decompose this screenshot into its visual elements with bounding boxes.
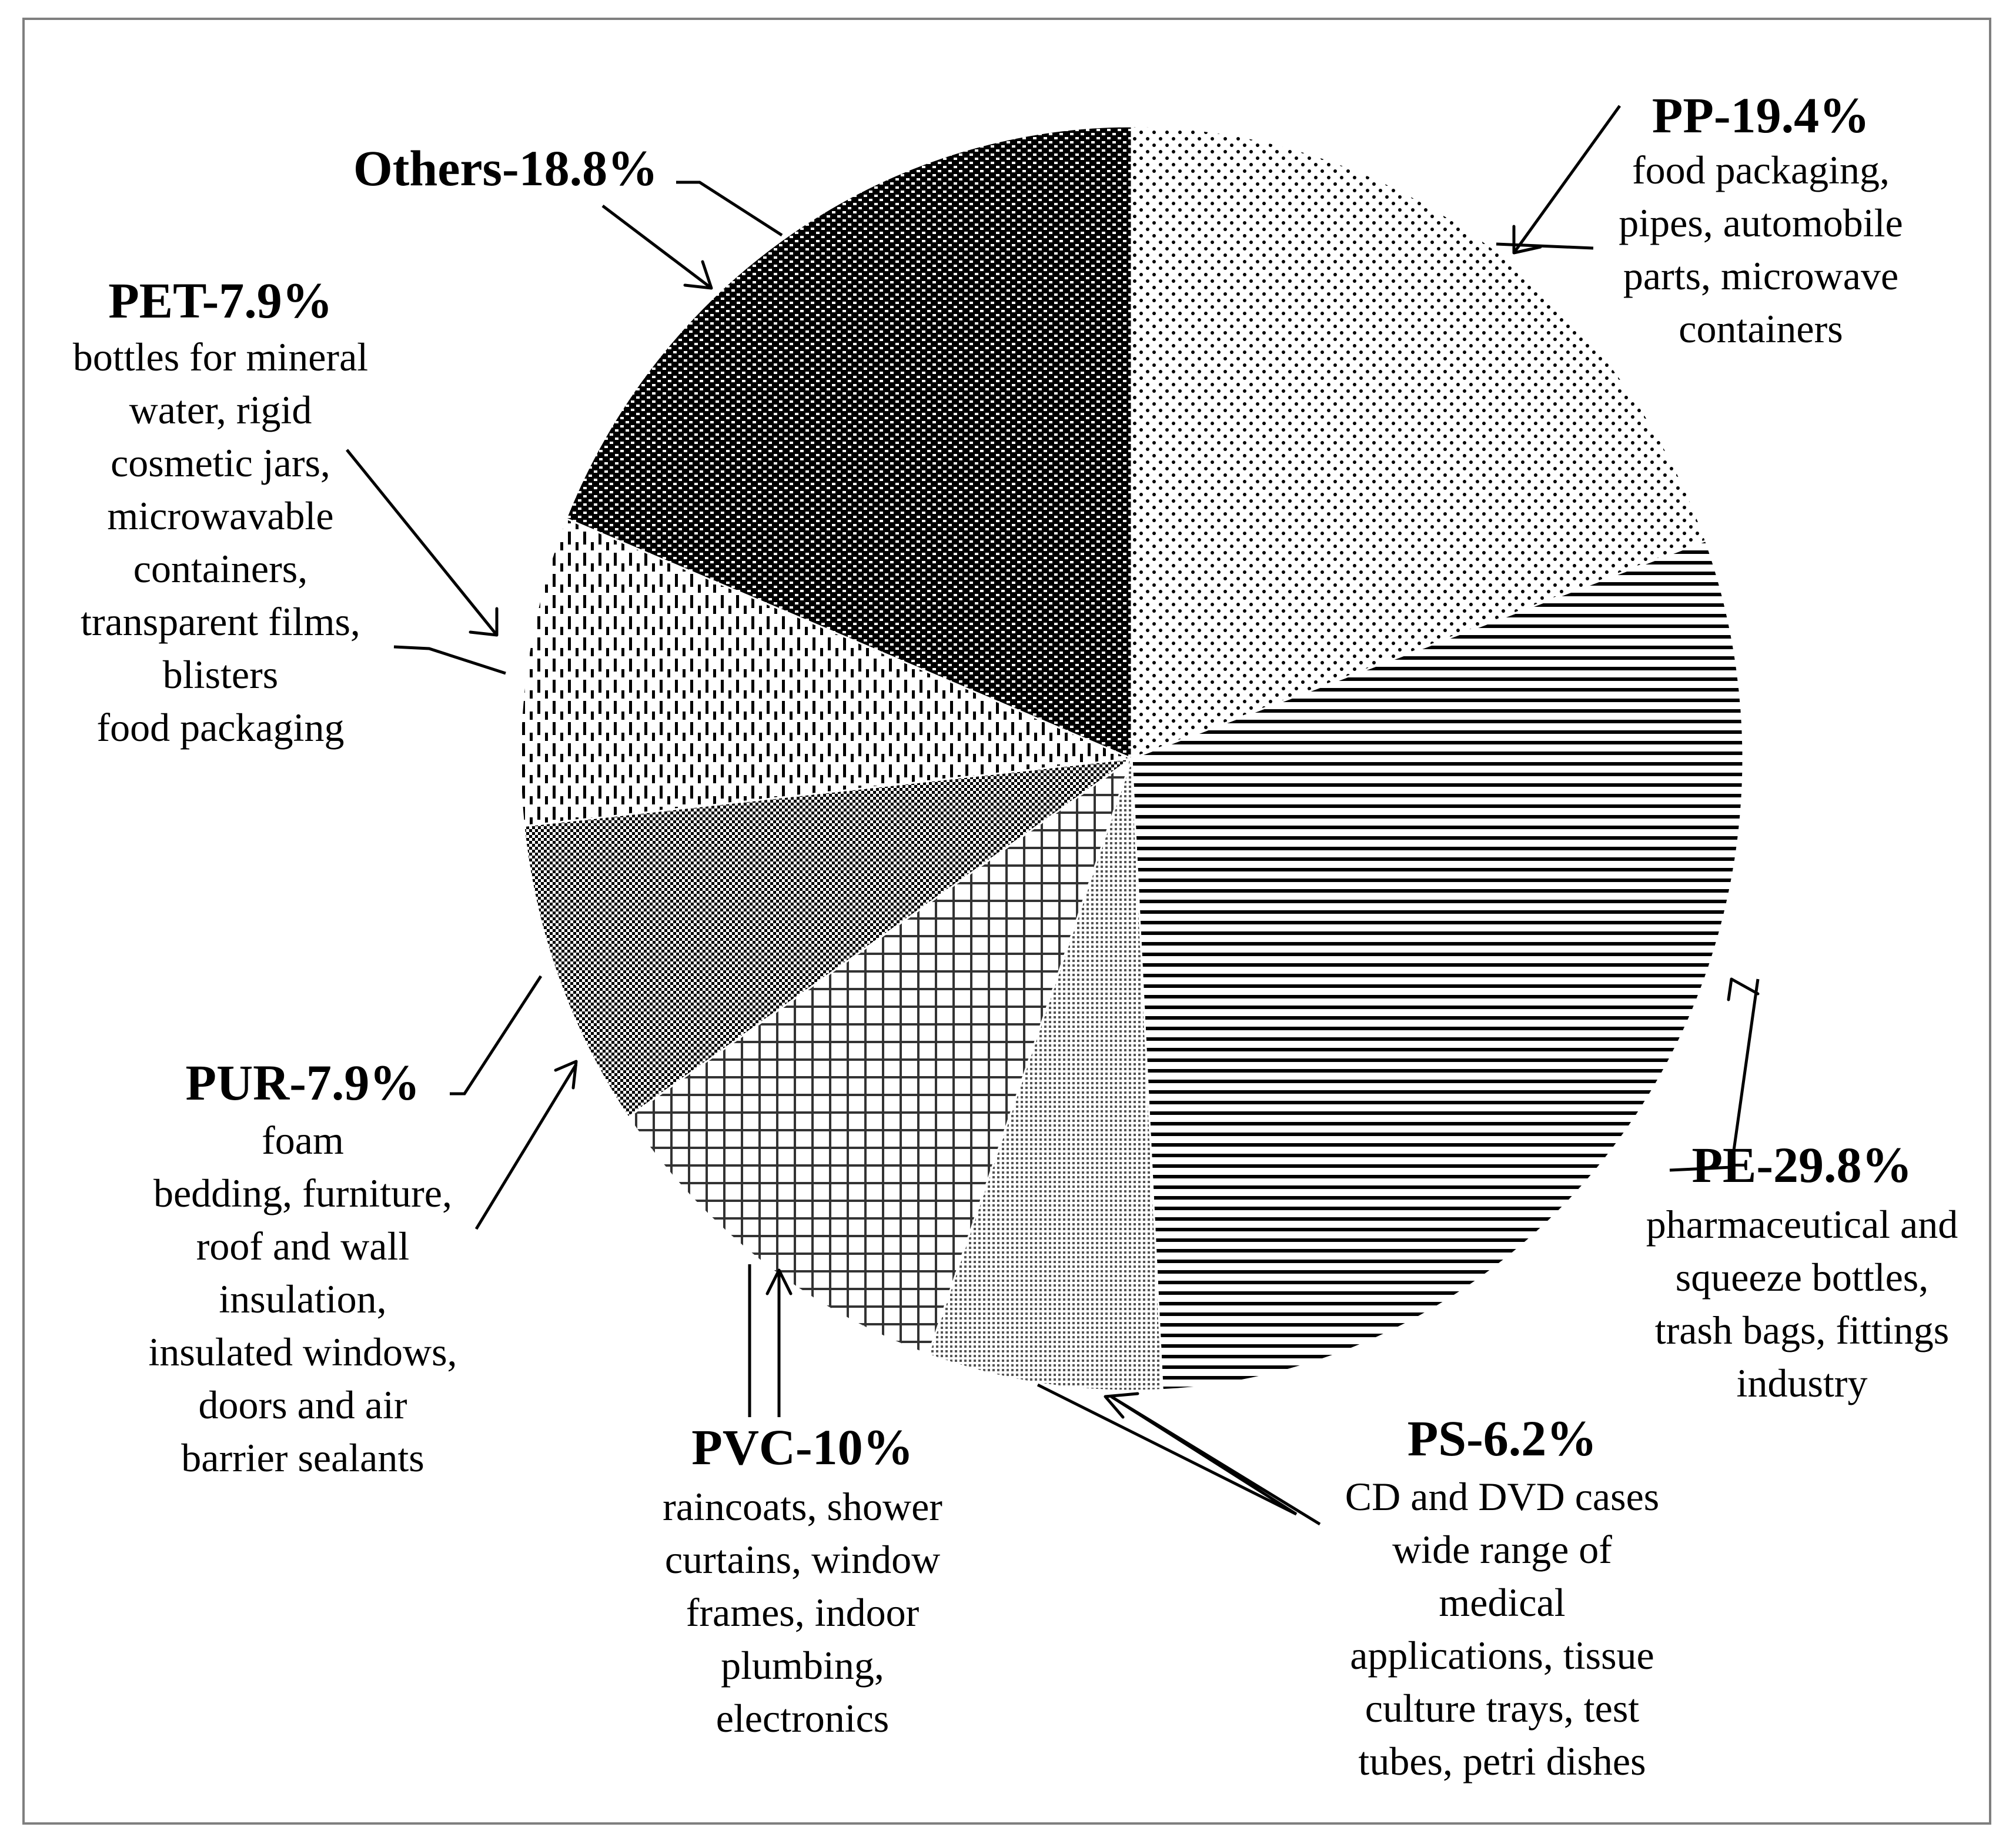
pet-desc-8: food packaging	[96, 705, 344, 750]
pur-desc-2: bedding, furniture,	[153, 1171, 452, 1215]
pet-desc-7: blisters	[163, 652, 278, 697]
pie-slices	[519, 125, 1744, 1392]
pe-desc-2: squeeze bottles,	[1676, 1255, 1929, 1300]
pp-arrowhead	[1512, 225, 1542, 255]
pet-desc-2: water, rigid	[129, 388, 312, 432]
ps-desc-1: CD and DVD cases	[1345, 1474, 1659, 1519]
ps-title: PS-6.2%	[1407, 1410, 1597, 1467]
label-ps: PS-6.2% CD and DVD cases wide range of m…	[1345, 1410, 1659, 1783]
slice-pe	[1131, 539, 1744, 1391]
pet-desc-6: transparent films,	[81, 599, 360, 644]
label-pvc: PVC-10% raincoats, shower curtains, wind…	[663, 1419, 942, 1741]
others-arrowhead	[683, 260, 713, 290]
pet-leader-2	[346, 449, 498, 636]
pur-desc-4: insulation,	[219, 1277, 386, 1321]
pp-desc-2: pipes, automobile	[1619, 201, 1903, 245]
pur-desc-6: doors and air	[198, 1382, 407, 1427]
others-title: Others-18.8%	[353, 140, 658, 196]
pp-leader	[1512, 105, 1622, 254]
slice-pur	[523, 757, 1135, 1118]
pvc-desc-5: electronics	[716, 1696, 890, 1741]
pur-arrowhead	[554, 1060, 578, 1090]
pp-desc-1: food packaging,	[1632, 148, 1890, 192]
pvc-desc-4: plumbing,	[721, 1643, 884, 1688]
ps-arrowhead	[1104, 1392, 1139, 1419]
pet-desc-1: bottles for mineral	[73, 335, 368, 379]
pvc-desc-2: curtains, window	[665, 1537, 940, 1582]
pvc-title: PVC-10%	[691, 1419, 913, 1475]
pet-desc-5: containers,	[133, 546, 307, 591]
pe-arrowhead	[1727, 977, 1760, 1001]
pvc-desc-1: raincoats, shower	[663, 1484, 942, 1529]
pur-desc-7: barrier sealants	[181, 1435, 424, 1480]
pe-title: PE-29.8%	[1691, 1137, 1912, 1193]
label-pe: PE-29.8% pharmaceutical and squeeze bott…	[1646, 1137, 1958, 1405]
pe-leader	[1669, 978, 1760, 1172]
label-pp: PP-19.4% food packaging, pipes, automobi…	[1619, 87, 1903, 351]
slice-ps	[927, 758, 1164, 1392]
label-pur: PUR-7.9% foam bedding, furniture, roof a…	[148, 1054, 457, 1480]
pe-desc-3: trash bags, fittings	[1655, 1308, 1950, 1352]
pp-desc-3: parts, microwave	[1623, 253, 1898, 298]
pur-desc-5: insulated windows,	[148, 1330, 457, 1374]
others-leader	[676, 181, 783, 237]
others-leader-2	[601, 205, 713, 289]
ps-desc-4: applications, tissue	[1350, 1633, 1654, 1678]
pvc-desc-3: frames, indoor	[686, 1590, 920, 1635]
slice-others	[564, 125, 1133, 760]
pur-title: PUR-7.9%	[186, 1054, 420, 1111]
ps-leader	[1037, 1383, 1321, 1526]
slice-pp	[1131, 125, 1707, 760]
pur-leader	[450, 975, 543, 1095]
pet-leader	[393, 645, 506, 675]
pp-title: PP-19.4%	[1652, 87, 1870, 143]
pp-tick	[1496, 242, 1594, 250]
ps-desc-3: medical	[1439, 1580, 1565, 1625]
pet-title: PET-7.9%	[108, 272, 333, 329]
pe-desc-4: industry	[1737, 1361, 1868, 1405]
ps-desc-2: wide range of	[1392, 1527, 1612, 1572]
ps-desc-6: tubes, petri dishes	[1358, 1739, 1646, 1783]
pur-desc-3: roof and wall	[196, 1224, 410, 1268]
label-others: Others-18.8%	[353, 140, 658, 196]
pet-desc-4: microwavable	[107, 493, 333, 538]
label-pet: PET-7.9% bottles for mineral water, rigi…	[73, 272, 368, 750]
pur-desc-1: foam	[262, 1118, 344, 1163]
pp-desc-4: containers	[1679, 306, 1843, 351]
leader-lines	[346, 105, 1760, 1526]
slice-pvc	[627, 756, 1134, 1356]
pet-desc-3: cosmetic jars,	[111, 440, 330, 485]
slice-pet	[519, 517, 1135, 827]
ps-desc-5: culture trays, test	[1365, 1686, 1640, 1731]
pur-leader-2	[474, 1063, 578, 1230]
pvc-arrowhead	[765, 1268, 793, 1295]
pet-arrowhead	[469, 607, 499, 637]
pe-desc-1: pharmaceutical and	[1646, 1202, 1958, 1247]
